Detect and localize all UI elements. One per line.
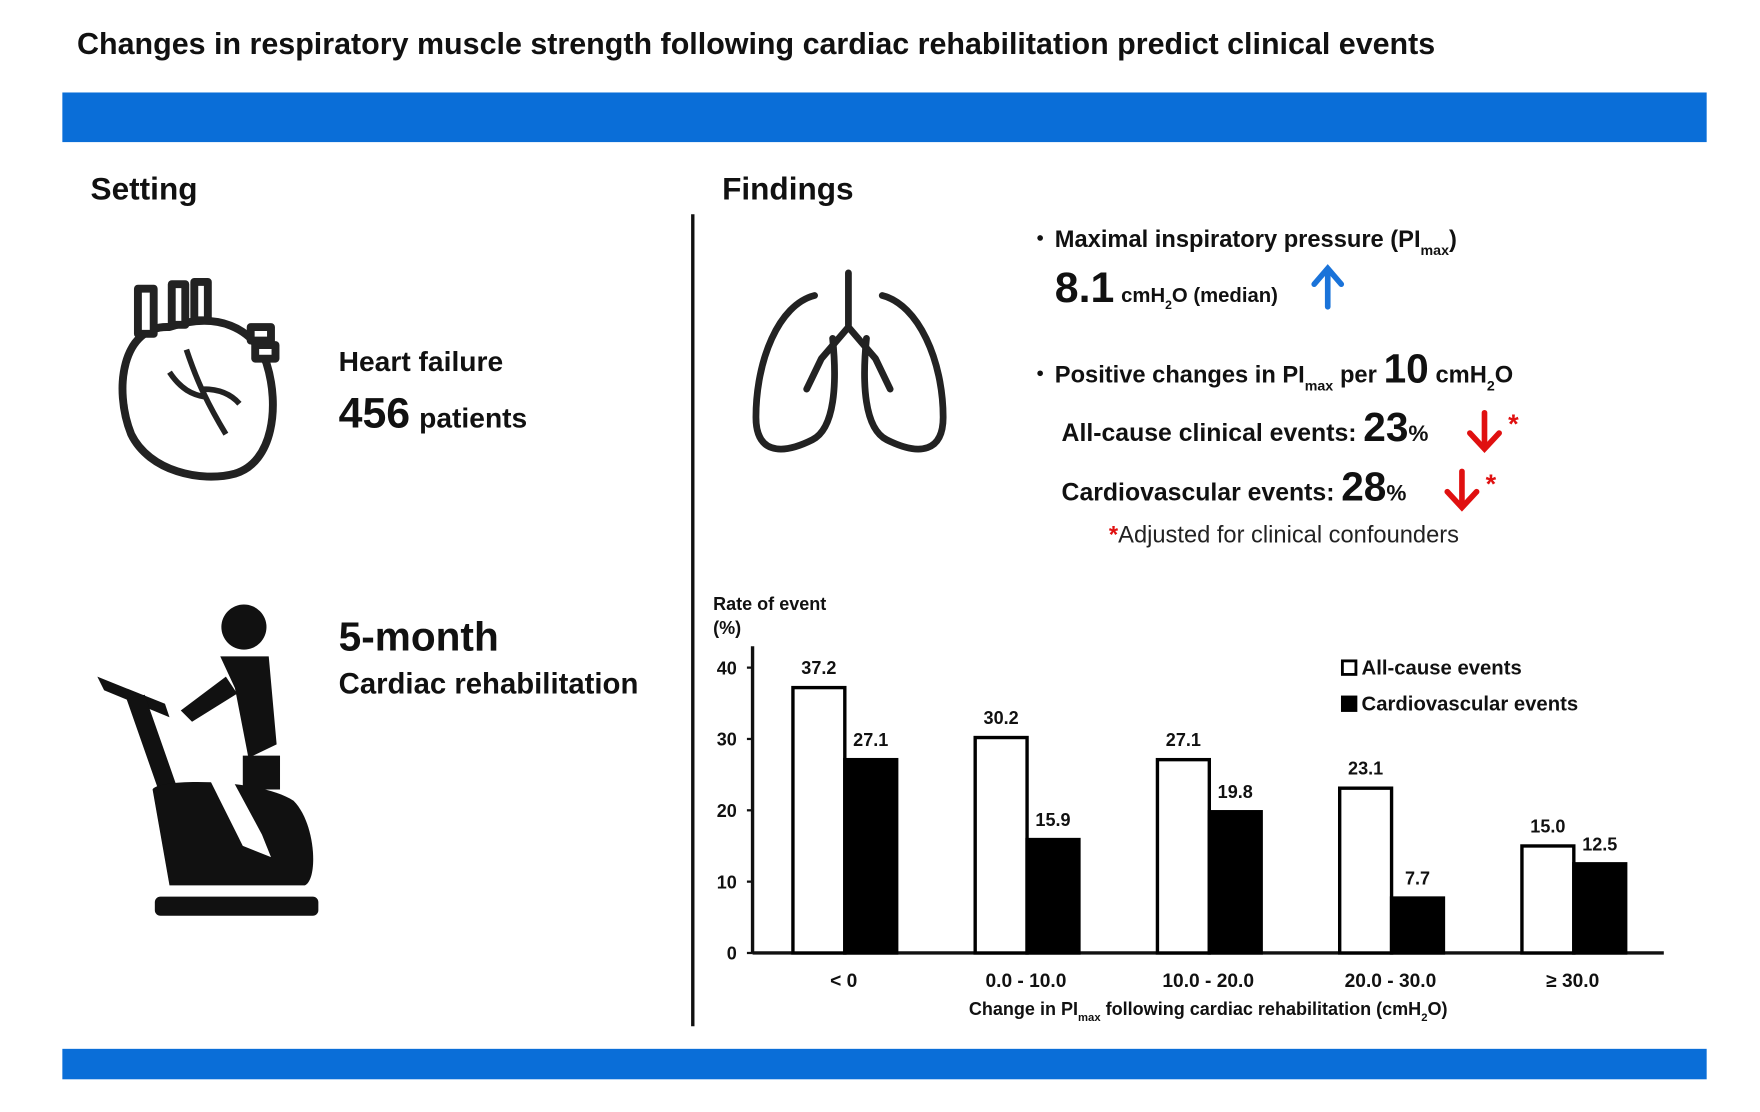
bar [1572,862,1628,955]
mip-unit: cmH [1121,285,1165,307]
mip-unit-sub: 2 [1165,298,1172,312]
footnote-mark: * [1109,522,1119,548]
mip-label-text: Maximal inspiratory pressure (PI [1055,227,1421,253]
bar-chart: Rate of event (%) 0 10 20 30 40 < 0 37.2 27.1 0.0 … [713,594,1664,1024]
patients-line: 456 patients [339,389,528,437]
condition: Heart failure [339,345,504,377]
bullet [1037,235,1043,241]
change-unit: cmH [1436,362,1487,388]
value-label: 30.2 [984,708,1019,728]
x-axis-title-part: max [1078,1012,1101,1024]
footnote-text: Adjusted for clinical confounders [1118,522,1459,548]
patients-label: patients [419,401,527,433]
mip-unit-end: O (median) [1172,285,1278,307]
x-axis-title-part: O) [1427,999,1447,1019]
y-tick-label: 30 [717,730,737,750]
bar [973,735,1029,955]
event-row: All-cause clinical events: 23% * [1062,404,1519,454]
findings-heading: Findings [722,171,854,207]
mip-value-line: 8.1 cmH2O (median) [1055,264,1278,312]
event-label: Cardiovascular events: [1062,480,1335,507]
change-value: 10 [1384,345,1429,391]
event-line: All-cause clinical events: 23% [1062,404,1429,450]
change-label-sub: max [1305,378,1334,394]
change-label-text: Positive changes in PI [1055,362,1305,388]
mip-label-end: ) [1449,227,1457,253]
value-label: 15.0 [1530,816,1565,836]
legend-label: All-cause events [1362,657,1522,679]
y-tick-label: 0 [727,944,737,964]
x-axis-title-part: following cardiac rehabilitation (cmH [1101,999,1422,1019]
event-unit: % [1408,421,1428,446]
heart-icon [118,277,280,481]
x-axis-title-part: 2 [1421,1012,1427,1024]
mip-block: Maximal inspiratory pressure (PImax) 8.1… [1037,227,1457,312]
value-label: 7.7 [1405,869,1430,889]
event-mark: * [1508,409,1519,439]
bar [1025,837,1081,955]
y-axis-title: (%) [713,618,741,638]
value-label: 23.1 [1348,759,1383,779]
bar [791,685,847,955]
x-tick-label: 0.0 - 10.0 [985,971,1066,992]
legend-swatch [1340,659,1358,676]
value-label: 27.1 [853,730,888,750]
bar [1337,786,1394,955]
down-arrow [1467,409,1502,454]
event-value: 23 [1363,404,1408,450]
bar [1520,844,1576,955]
event-value: 28 [1341,464,1386,510]
change-label-mid: per [1340,362,1377,388]
mip-label-sub: max [1421,243,1450,259]
y-tick-label: 40 [717,658,737,678]
value-label: 12.5 [1582,834,1617,854]
event-row: Cardiovascular events: 28% * [1062,464,1497,512]
lungs-icon [752,269,947,453]
x-tick-label: < 0 [830,971,857,992]
up-arrow [1311,264,1345,310]
value-label: 37.2 [801,658,836,678]
y-axis-title: Rate of event [713,594,826,614]
top-band [62,92,1707,143]
legend-label: Cardiovascular events [1362,694,1579,716]
change-label: Positive changes in PImax per 10 cmH2O [1055,345,1513,394]
bar [843,757,899,955]
value-label: 27.1 [1166,730,1201,750]
event-label: All-cause clinical events: [1062,420,1357,447]
x-tick-label: ≥ 30.0 [1546,971,1599,992]
value-label: 15.9 [1035,810,1070,830]
event-line: Cardiovascular events: 28% [1062,464,1407,510]
change-unit-end: O [1495,362,1513,388]
patients-count: 456 [339,389,410,437]
x-axis-title: Change in PImax following cardiac rehabi… [969,999,1448,1024]
event-mark: * [1486,469,1497,499]
y-tick-label: 10 [717,872,737,892]
bottom-band [62,1048,1707,1080]
bar [1389,896,1446,955]
x-tick-label: 20.0 - 30.0 [1345,971,1437,992]
bullet [1037,370,1043,377]
setting-heading: Setting [91,171,198,207]
legend-swatch [1340,695,1358,712]
x-axis-title-part: Change in PI [969,999,1078,1019]
x-tick-label: 10.0 - 20.0 [1162,971,1254,992]
change-block: Positive changes in PImax per 10 cmH2O [1037,345,1513,394]
bar [1207,810,1263,955]
duration: 5-month [339,614,499,660]
mip-value: 8.1 [1055,264,1115,312]
footnote: *Adjusted for clinical confounders [1109,522,1459,548]
mip-label: Maximal inspiratory pressure (PImax) [1055,227,1457,259]
value-label: 19.8 [1218,782,1253,802]
title: Changes in respiratory muscle strength f… [77,27,1435,61]
bar [1155,757,1212,955]
change-unit-sub: 2 [1487,378,1495,394]
y-tick-label: 20 [717,801,737,821]
program: Cardiac rehabilitation [339,668,639,701]
down-arrow [1444,468,1480,512]
event-unit: % [1386,481,1406,506]
bike-icon [97,604,319,916]
